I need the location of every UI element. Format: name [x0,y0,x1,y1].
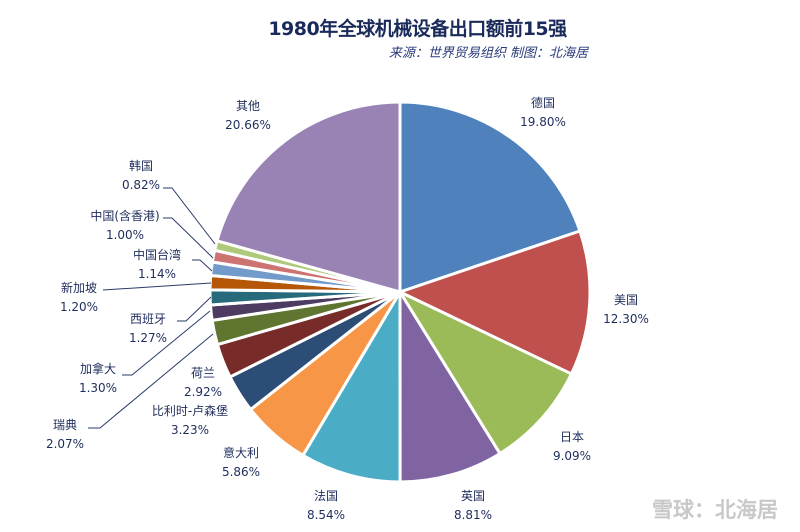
slice-value-label: 5.86% [222,465,260,479]
slice-value-label: 1.20% [60,300,98,314]
slice-value-label: 19.80% [520,115,566,129]
leader-line [163,217,214,259]
slice-value-label: 1.30% [79,381,117,395]
watermark: 雪球：北海居 [652,498,778,522]
slice-value-label: 8.81% [454,508,492,522]
leader-line [88,333,214,429]
slice-label: 荷兰 [191,366,215,380]
pie-slice [215,100,402,294]
slice-value-label: 1.27% [129,331,167,345]
pie-slice [301,290,402,484]
leader-line [177,296,212,322]
slice-label: 瑞典 [53,418,77,432]
slice-label: 新加坡 [61,280,97,295]
slice-label: 西班牙 [130,312,166,326]
pie-slice [398,100,582,294]
slice-value-label: 2.92% [184,385,222,399]
slice-label: 日本 [560,430,584,444]
chart-subtitle: 来源：世界贸易组织 制图：北海居 [388,46,588,61]
slice-value-label: 1.14% [138,267,176,281]
slice-value-label: 0.82% [122,178,160,192]
slice-value-label: 20.66% [225,118,271,132]
slice-label: 其他 [236,99,260,113]
pie-slice [398,290,502,484]
slice-label: 意大利 [223,445,259,460]
leader-line [163,187,216,245]
slice-label: 英国 [461,489,485,503]
slice-label: 德国 [531,95,555,110]
slice-label: 比利时-卢森堡 [152,403,228,418]
slice-value-label: 3.23% [171,423,209,437]
slice-value-label: 12.30% [603,312,649,326]
slice-value-label: 8.54% [307,508,345,522]
slice-value-label: 9.09% [553,449,591,463]
slice-value-label: 1.00% [106,228,144,242]
slice-label: 中国(含香港) [90,208,159,223]
slice-label: 法国 [314,489,338,503]
slice-label: 加拿大 [80,361,116,376]
slice-label: 中国台湾 [133,247,181,262]
leader-line [192,259,213,272]
pie-slice [398,290,573,456]
slice-label: 美国 [614,293,638,307]
chart-title: 1980年全球机械设备出口额前15强 [268,18,567,40]
pie-slice [398,229,592,376]
slice-label: 韩国 [129,158,153,173]
slice-value-label: 2.07% [46,437,84,451]
leader-line [122,310,211,376]
leader-line [102,282,212,291]
